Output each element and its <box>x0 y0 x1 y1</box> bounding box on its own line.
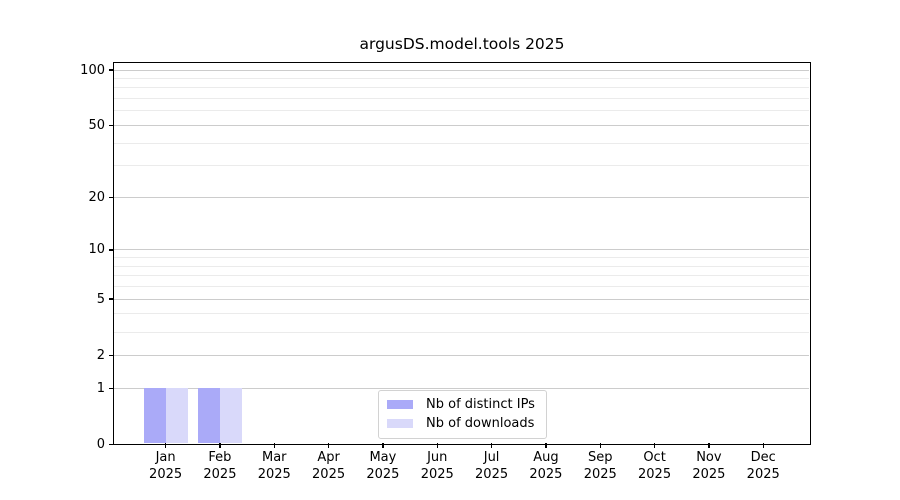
x-tick-label: Feb 2025 <box>190 450 250 483</box>
y-tick-mark <box>109 69 114 71</box>
minor-gridline <box>114 77 809 79</box>
major-gridline <box>114 196 809 198</box>
y-tick-label: 50 <box>88 117 105 133</box>
x-tick-label: Oct 2025 <box>625 450 685 483</box>
legend-swatch-distinct-ips <box>387 400 413 409</box>
x-tick-year: 2025 <box>420 466 454 482</box>
major-gridline <box>114 124 809 126</box>
x-tick-mark <box>164 443 167 448</box>
minor-gridline <box>114 265 809 267</box>
x-tick-label: Aug 2025 <box>516 450 576 483</box>
y-tick-label: 2 <box>96 347 105 363</box>
y-tick-label: 1 <box>96 380 105 396</box>
y-tick-label: 5 <box>96 291 105 307</box>
x-tick-month: Nov <box>696 450 722 465</box>
y-tick-mark <box>109 249 114 251</box>
x-tick-label: Jun 2025 <box>407 450 467 483</box>
x-tick-year: 2025 <box>692 466 726 482</box>
x-tick-year: 2025 <box>312 466 346 482</box>
major-gridline <box>114 69 809 71</box>
y-tick-label: 0 <box>96 437 105 452</box>
x-tick-label: Nov 2025 <box>679 450 739 483</box>
y-tick-mark <box>109 124 114 127</box>
x-tick-label: Apr 2025 <box>299 450 359 483</box>
x-tick-year: 2025 <box>203 466 237 482</box>
minor-gridline <box>114 313 809 315</box>
x-tick-month: Apr <box>317 450 340 465</box>
legend: Nb of distinct IPs Nb of downloads <box>378 390 547 439</box>
minor-gridline <box>114 331 809 333</box>
y-tick-label: 100 <box>80 62 105 78</box>
legend-label-distinct-ips: Nb of distinct IPs <box>426 397 535 412</box>
minor-gridline <box>114 165 809 167</box>
x-tick-mark <box>653 443 656 448</box>
y-tick-label: 20 <box>88 189 105 205</box>
x-tick-label: May 2025 <box>353 450 413 483</box>
chart-title: argusDS.model.tools 2025 <box>359 35 565 53</box>
bar-downloads-jan <box>165 388 188 444</box>
legend-swatch-downloads <box>387 419 413 428</box>
x-tick-mark <box>382 443 384 448</box>
x-tick-label: Dec 2025 <box>733 450 793 483</box>
y-tick-mark <box>109 443 114 446</box>
legend-item-downloads: Nb of downloads <box>387 414 538 433</box>
x-tick-year: 2025 <box>475 466 509 482</box>
bar-downloads-feb <box>219 388 242 444</box>
x-tick-mark <box>273 443 275 448</box>
x-tick-month: Dec <box>750 450 776 465</box>
minor-gridline <box>114 275 809 277</box>
major-gridline <box>114 387 809 389</box>
x-tick-month: Jan <box>155 450 176 465</box>
x-tick-year: 2025 <box>257 466 291 482</box>
x-tick-month: Jun <box>427 450 448 465</box>
x-tick-label: Sep 2025 <box>570 450 630 483</box>
minor-gridline <box>114 110 809 112</box>
x-tick-mark <box>708 443 710 448</box>
x-tick-month: Oct <box>643 450 666 465</box>
minor-gridline <box>114 286 809 288</box>
y-tick-mark <box>109 387 114 389</box>
x-tick-year: 2025 <box>583 466 617 482</box>
major-gridline <box>114 354 809 356</box>
y-tick-mark <box>109 298 114 300</box>
x-tick-mark <box>219 443 221 448</box>
x-tick-month: Jul <box>483 450 500 465</box>
y-tick-label: 10 <box>88 242 105 258</box>
minor-gridline <box>114 87 809 89</box>
legend-label-downloads: Nb of downloads <box>426 416 535 431</box>
x-tick-year: 2025 <box>366 466 400 482</box>
bar-distinct-ips-feb <box>197 388 220 444</box>
x-tick-month: Aug <box>533 450 559 465</box>
x-tick-month: Mar <box>261 450 287 465</box>
x-tick-mark <box>762 443 764 448</box>
x-tick-mark <box>436 443 438 448</box>
x-tick-month: May <box>369 450 397 465</box>
x-tick-label: Jan 2025 <box>136 450 196 483</box>
minor-gridline <box>114 142 809 144</box>
x-tick-year: 2025 <box>149 466 183 482</box>
major-gridline <box>114 298 809 300</box>
x-tick-year: 2025 <box>529 466 563 482</box>
y-tick-mark <box>109 196 114 199</box>
minor-gridline <box>114 257 809 259</box>
x-tick-year: 2025 <box>638 466 672 482</box>
legend-item-distinct-ips: Nb of distinct IPs <box>387 395 538 414</box>
x-tick-mark <box>599 443 601 448</box>
y-tick-mark <box>109 354 114 357</box>
plot-area <box>113 62 811 445</box>
minor-gridline <box>114 98 809 100</box>
x-tick-year: 2025 <box>746 466 780 482</box>
x-tick-mark <box>545 443 547 448</box>
x-tick-mark <box>327 443 330 448</box>
x-tick-month: Sep <box>587 450 613 465</box>
major-gridline <box>114 249 809 251</box>
x-tick-mark <box>490 443 493 448</box>
bar-distinct-ips-jan <box>143 388 166 444</box>
x-tick-month: Feb <box>208 450 232 465</box>
x-tick-label: Mar 2025 <box>244 450 304 483</box>
x-tick-label: Jul 2025 <box>462 450 522 483</box>
